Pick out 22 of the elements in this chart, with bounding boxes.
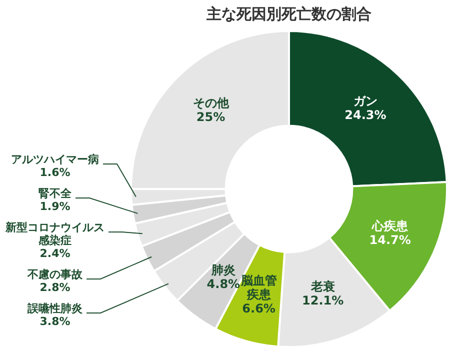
- slice-label: アルツハイマー病: [11, 152, 99, 166]
- slice-label: 心疾患: [371, 219, 410, 234]
- data-label: 25%: [196, 110, 226, 124]
- slice-label: 新型コロナウイルス感染症: [4, 220, 104, 247]
- slice-label: 腎不全: [38, 186, 72, 200]
- data-label: 2.4%: [40, 246, 70, 260]
- slice-label: 肺炎: [210, 263, 236, 278]
- chart-title: 主な死因別死亡数の割合: [206, 4, 372, 23]
- slice-label: その他: [192, 96, 230, 110]
- data-label: 4.8%: [206, 277, 240, 292]
- data-label: 1.6%: [40, 166, 70, 179]
- data-label: 1.9%: [40, 200, 70, 213]
- slice-label: ガン: [353, 94, 378, 108]
- slice-label: 老衰: [310, 279, 335, 294]
- data-label: 2.8%: [40, 280, 70, 294]
- data-label: 24.3%: [344, 108, 386, 122]
- slice-label: 不慮の事故: [26, 268, 84, 281]
- data-label: 3.8%: [40, 314, 70, 328]
- data-label: 6.6%: [242, 302, 276, 316]
- slice-label: 誤嚥性肺炎: [26, 302, 84, 315]
- data-label: 14.7%: [369, 233, 411, 248]
- data-label: 12.1%: [302, 293, 344, 308]
